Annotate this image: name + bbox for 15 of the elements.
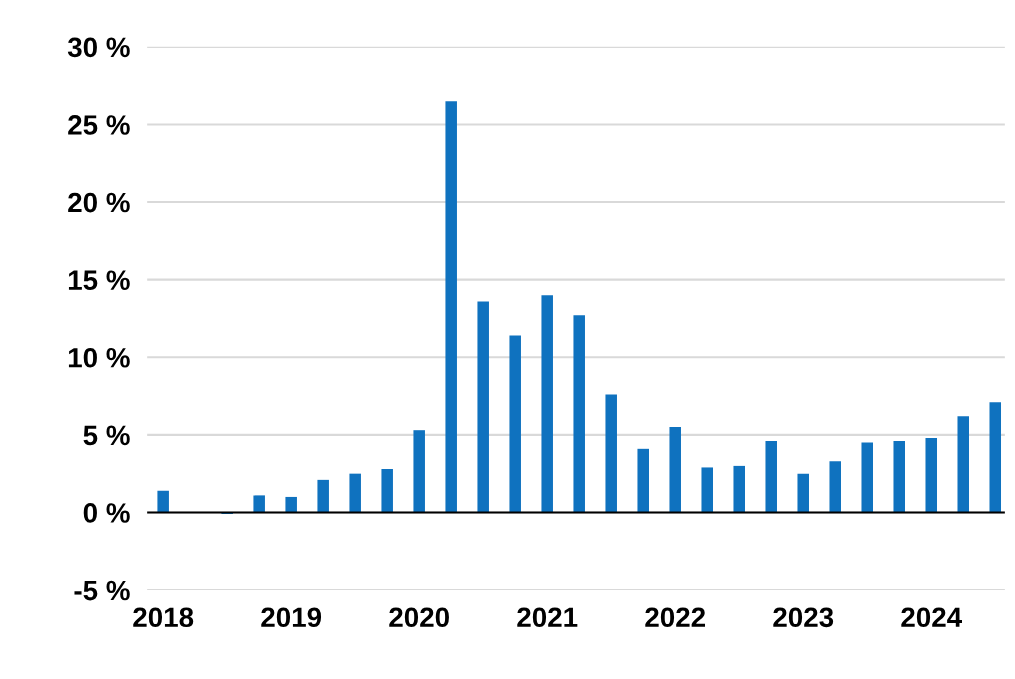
x-tick-label: 2020 bbox=[389, 607, 449, 628]
x-tick-label: 2024 bbox=[901, 607, 962, 628]
y-tick-label: 15 % bbox=[68, 270, 130, 290]
x-tick-label: 2018 bbox=[133, 607, 194, 628]
x-tick-label: 2023 bbox=[773, 607, 834, 628]
x-tick-label: 2021 bbox=[517, 607, 578, 628]
x-tick-label: 2019 bbox=[261, 607, 322, 628]
y-tick-label: 0 % bbox=[83, 503, 130, 523]
y-tick-label: 10 % bbox=[68, 347, 130, 368]
x-tick-label: 2022 bbox=[645, 607, 706, 628]
y-tick-label: 30 % bbox=[67, 37, 130, 58]
y-tick-label: 25 % bbox=[68, 115, 130, 135]
y-tick-label: 5 % bbox=[83, 425, 130, 446]
y-tick-label: -5 % bbox=[74, 580, 130, 601]
y-tick-label: 20 % bbox=[68, 192, 130, 213]
